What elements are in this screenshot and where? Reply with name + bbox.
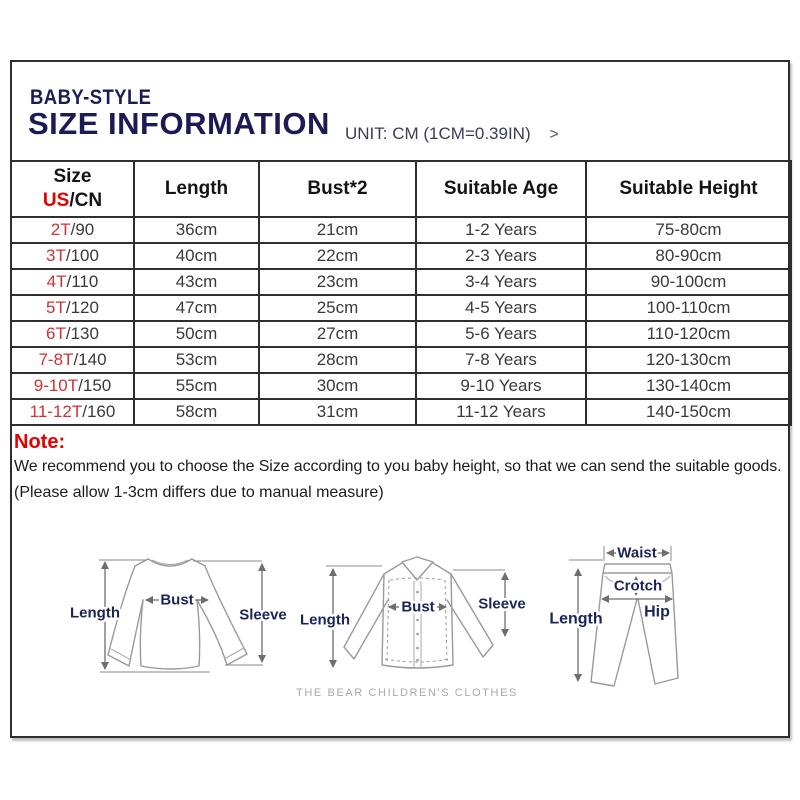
size-table-body: 2T/90 36cm 21cm 1-2 Years 75-80cm 3T/100 40cm 2…	[10, 216, 792, 426]
cell-size: 3T/100	[10, 242, 135, 270]
table-row: 4T/110 43cm 23cm 3-4 Years 90-100cm	[10, 268, 792, 296]
cell-length: 36cm	[133, 216, 260, 244]
shirt-outline	[343, 556, 494, 669]
cell-size: 9-10T/150	[10, 372, 135, 400]
cell-height: 80-90cm	[585, 242, 792, 270]
col-header-size: Size US/CN	[10, 160, 135, 218]
cell-size: 6T/130	[10, 320, 135, 348]
cell-size: 5T/120	[10, 294, 135, 322]
cell-length: 53cm	[133, 346, 260, 374]
cell-bust: 25cm	[258, 294, 417, 322]
pants-hip-label: Hip	[644, 604, 670, 621]
cell-bust: 27cm	[258, 320, 417, 348]
col-header-bust: Bust*2	[258, 160, 417, 218]
pants-measures: Waist Crotch Hip Length	[547, 542, 673, 682]
sweatshirt-length-label: Length	[70, 605, 120, 622]
table-row: 3T/100 40cm 22cm 2-3 Years 80-90cm	[10, 242, 792, 270]
cell-length: 55cm	[133, 372, 260, 400]
note-text-2: (Please allow 1-3cm differs due to manua…	[14, 484, 384, 501]
table-row: 7-8T/140 53cm 28cm 7-8 Years 120-130cm	[10, 346, 792, 374]
cell-height: 120-130cm	[585, 346, 792, 374]
cell-length: 43cm	[133, 268, 260, 296]
cell-bust: 21cm	[258, 216, 417, 244]
cell-length: 40cm	[133, 242, 260, 270]
cell-size: 4T/110	[10, 268, 135, 296]
table-row: 2T/90 36cm 21cm 1-2 Years 75-80cm	[10, 216, 792, 244]
table-row: 9-10T/150 55cm 30cm 9-10 Years 130-140cm	[10, 372, 792, 400]
cell-age: 1-2 Years	[415, 216, 587, 244]
col-header-age: Suitable Age	[415, 160, 587, 218]
pants-length-label: Length	[549, 611, 602, 628]
cell-bust: 30cm	[258, 372, 417, 400]
cell-height: 90-100cm	[585, 268, 792, 296]
size-table: Size US/CN Length Bust*2 Suitable Age Su…	[10, 160, 792, 426]
cell-age: 3-4 Years	[415, 268, 587, 296]
shirt-sleeve-label: Sleeve	[478, 596, 526, 613]
unit-text: UNIT: CM (1CM=0.39IN)	[345, 124, 531, 143]
cell-age: 9-10 Years	[415, 372, 587, 400]
shirt-measures: Length Bust Sleeve	[298, 565, 528, 668]
cell-length: 47cm	[133, 294, 260, 322]
cell-height: 75-80cm	[585, 216, 792, 244]
sweatshirt-measures: Length Bust Sleeve	[68, 559, 289, 673]
table-row: 6T/130 50cm 27cm 5-6 Years 110-120cm	[10, 320, 792, 348]
cell-bust: 28cm	[258, 346, 417, 374]
col-header-length: Length	[133, 160, 260, 218]
cell-size: 7-8T/140	[10, 346, 135, 374]
cell-height: 110-120cm	[585, 320, 792, 348]
cell-size: 2T/90	[10, 216, 135, 244]
table-row: 11-12T/160 58cm 31cm 11-12 Years 140-150cm	[10, 398, 792, 426]
note-label: Note:	[14, 431, 66, 453]
unit-note: UNIT: CM (1CM=0.39IN) >	[345, 124, 559, 144]
shirt-diagram: Length Bust Sleeve	[298, 556, 528, 669]
page-title: SIZE INFORMATION	[28, 106, 330, 141]
cell-height: 100-110cm	[585, 294, 792, 322]
cell-age: 4-5 Years	[415, 294, 587, 322]
cell-bust: 31cm	[258, 398, 417, 426]
sweatshirt-diagram: Length Bust Sleeve	[68, 558, 289, 673]
brand-footer: THE BEAR CHILDREN'S CLOTHES	[296, 687, 518, 699]
brand-name: BABY-STYLE	[30, 86, 152, 109]
cell-bust: 23cm	[258, 268, 417, 296]
cell-age: 11-12 Years	[415, 398, 587, 426]
cell-age: 5-6 Years	[415, 320, 587, 348]
size-header-line1: Size	[53, 166, 92, 187]
shirt-length-label: Length	[300, 612, 350, 629]
table-row: 5T/120 47cm 25cm 4-5 Years 100-110cm	[10, 294, 792, 322]
sheet-frame: BABY-STYLE SIZE INFORMATION UNIT: CM (1C…	[10, 60, 792, 738]
shirt-bust-label: Bust	[401, 599, 434, 616]
cell-size: 11-12T/160	[10, 398, 135, 426]
size-header-line2: US/CN	[42, 190, 103, 211]
table-header-row: Size US/CN Length Bust*2 Suitable Age Su…	[10, 160, 792, 218]
sweatshirt-outline	[107, 558, 248, 670]
cell-age: 7-8 Years	[415, 346, 587, 374]
cell-height: 130-140cm	[585, 372, 792, 400]
cell-age: 2-3 Years	[415, 242, 587, 270]
sweatshirt-sleeve-label: Sleeve	[239, 607, 287, 624]
sweatshirt-bust-label: Bust	[160, 592, 193, 609]
cell-length: 50cm	[133, 320, 260, 348]
note-text-1: We recommend you to choose the Size acco…	[14, 458, 782, 475]
cell-length: 58cm	[133, 398, 260, 426]
col-header-height: Suitable Height	[585, 160, 792, 218]
chevron-right-icon: >	[549, 126, 559, 143]
cell-bust: 22cm	[258, 242, 417, 270]
cell-height: 140-150cm	[585, 398, 792, 426]
pants-waist-label: Waist	[617, 545, 656, 562]
pants-diagram: Waist Crotch Hip Length	[547, 542, 679, 687]
pants-crotch-label: Crotch	[614, 578, 662, 595]
